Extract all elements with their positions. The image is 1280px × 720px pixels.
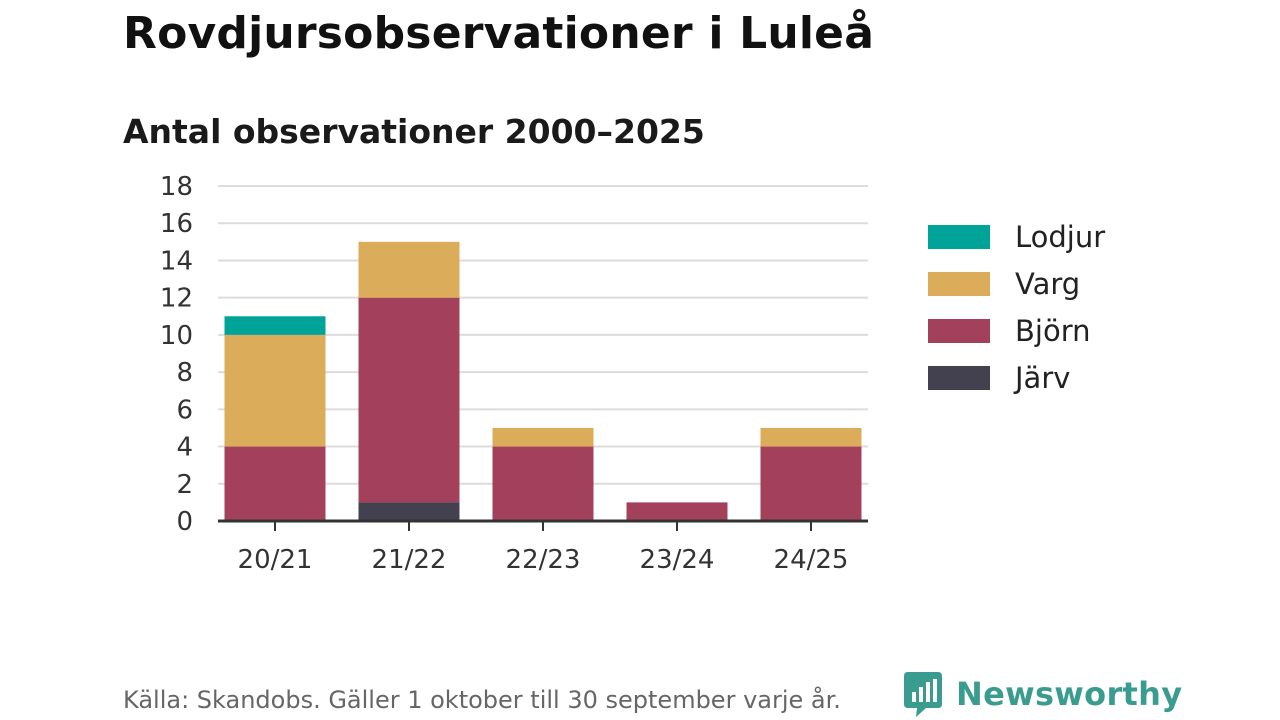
y-tick-label: 12 bbox=[160, 284, 193, 314]
y-tick-label: 4 bbox=[176, 433, 193, 463]
y-tick-label: 16 bbox=[160, 209, 193, 239]
bar-björn-24-25 bbox=[760, 446, 862, 521]
x-tick-label: 22/23 bbox=[506, 545, 581, 575]
bar-björn-23-24 bbox=[626, 502, 728, 521]
legend-label: Björn bbox=[1015, 313, 1091, 348]
brand-logo: Newsworthy bbox=[902, 670, 1182, 718]
bar-björn-22-23 bbox=[492, 446, 594, 521]
x-tick-label: 21/22 bbox=[372, 545, 447, 575]
chart-subtitle: Antal observationer 2000–2025 bbox=[123, 112, 705, 151]
bar-varg-20-21 bbox=[224, 334, 326, 447]
legend-label: Järv bbox=[1015, 360, 1071, 395]
bar-varg-24-25 bbox=[760, 427, 862, 447]
brand-name: Newsworthy bbox=[956, 675, 1183, 713]
legend-label: Varg bbox=[1015, 266, 1081, 301]
legend-item-varg: Varg bbox=[928, 260, 1105, 307]
x-tick-label: 24/25 bbox=[774, 545, 849, 575]
y-tick-label: 6 bbox=[176, 395, 193, 425]
legend-swatch bbox=[928, 318, 990, 343]
legend-item-lodjur: Lodjur bbox=[928, 213, 1105, 260]
y-tick-label: 14 bbox=[160, 246, 193, 276]
bar-björn-20-21 bbox=[224, 446, 326, 521]
newsworthy-logo-icon bbox=[904, 672, 942, 717]
y-tick-label: 0 bbox=[176, 507, 193, 537]
x-axis bbox=[218, 519, 868, 531]
bar-järv-21-22 bbox=[358, 502, 460, 521]
x-axis-ticks: 20/21 21/22 22/23 23/24 24/25 bbox=[238, 545, 849, 575]
source-note: Källa: Skandobs. Gäller 1 oktober till 3… bbox=[123, 686, 841, 714]
legend-swatch bbox=[928, 271, 990, 296]
legend-item-björn: Björn bbox=[928, 307, 1105, 354]
chart-legend: Lodjur Varg Björn Järv bbox=[928, 213, 1105, 401]
y-tick-label: 10 bbox=[160, 321, 193, 351]
gridlines bbox=[218, 185, 868, 485]
y-tick-label: 8 bbox=[176, 358, 193, 388]
y-axis-ticks: 0 2 4 6 8 10 12 14 16 18 bbox=[160, 172, 193, 537]
legend-swatch bbox=[928, 365, 990, 390]
x-tick-label: 20/21 bbox=[238, 545, 313, 575]
bar-björn-21-22 bbox=[358, 297, 460, 503]
legend-label: Lodjur bbox=[1015, 219, 1106, 254]
x-tick-label: 23/24 bbox=[640, 545, 715, 575]
legend-swatch bbox=[928, 224, 990, 249]
legend-item-järv: Järv bbox=[928, 354, 1105, 401]
bar-varg-22-23 bbox=[492, 427, 594, 447]
bar-lodjur-20-21 bbox=[224, 316, 326, 335]
y-tick-label: 2 bbox=[176, 470, 193, 500]
bars bbox=[224, 241, 862, 521]
chart-title: Rovdjursobservationer i Luleå bbox=[123, 8, 875, 59]
y-tick-label: 18 bbox=[160, 172, 193, 202]
bar-varg-21-22 bbox=[358, 241, 460, 298]
